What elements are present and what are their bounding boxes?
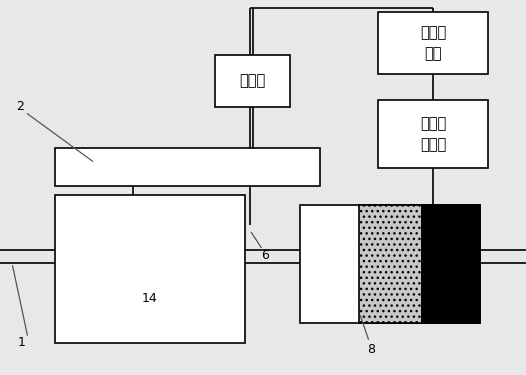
Bar	[378, 100, 488, 168]
Text: 2: 2	[16, 100, 24, 113]
Text: 升压整
流电路: 升压整 流电路	[420, 116, 446, 152]
Bar	[55, 148, 320, 186]
Text: 6: 6	[261, 249, 269, 262]
Bar	[359, 205, 422, 323]
Text: 电源控
制器: 电源控 制器	[420, 25, 446, 61]
Bar	[55, 195, 245, 343]
Bar	[378, 12, 488, 74]
Text: 1: 1	[18, 336, 26, 349]
Text: 8: 8	[367, 343, 376, 356]
Bar	[300, 205, 480, 323]
Bar	[215, 55, 290, 107]
Text: 发电机: 发电机	[239, 74, 266, 88]
Bar	[422, 205, 480, 323]
Text: 14: 14	[142, 291, 158, 304]
